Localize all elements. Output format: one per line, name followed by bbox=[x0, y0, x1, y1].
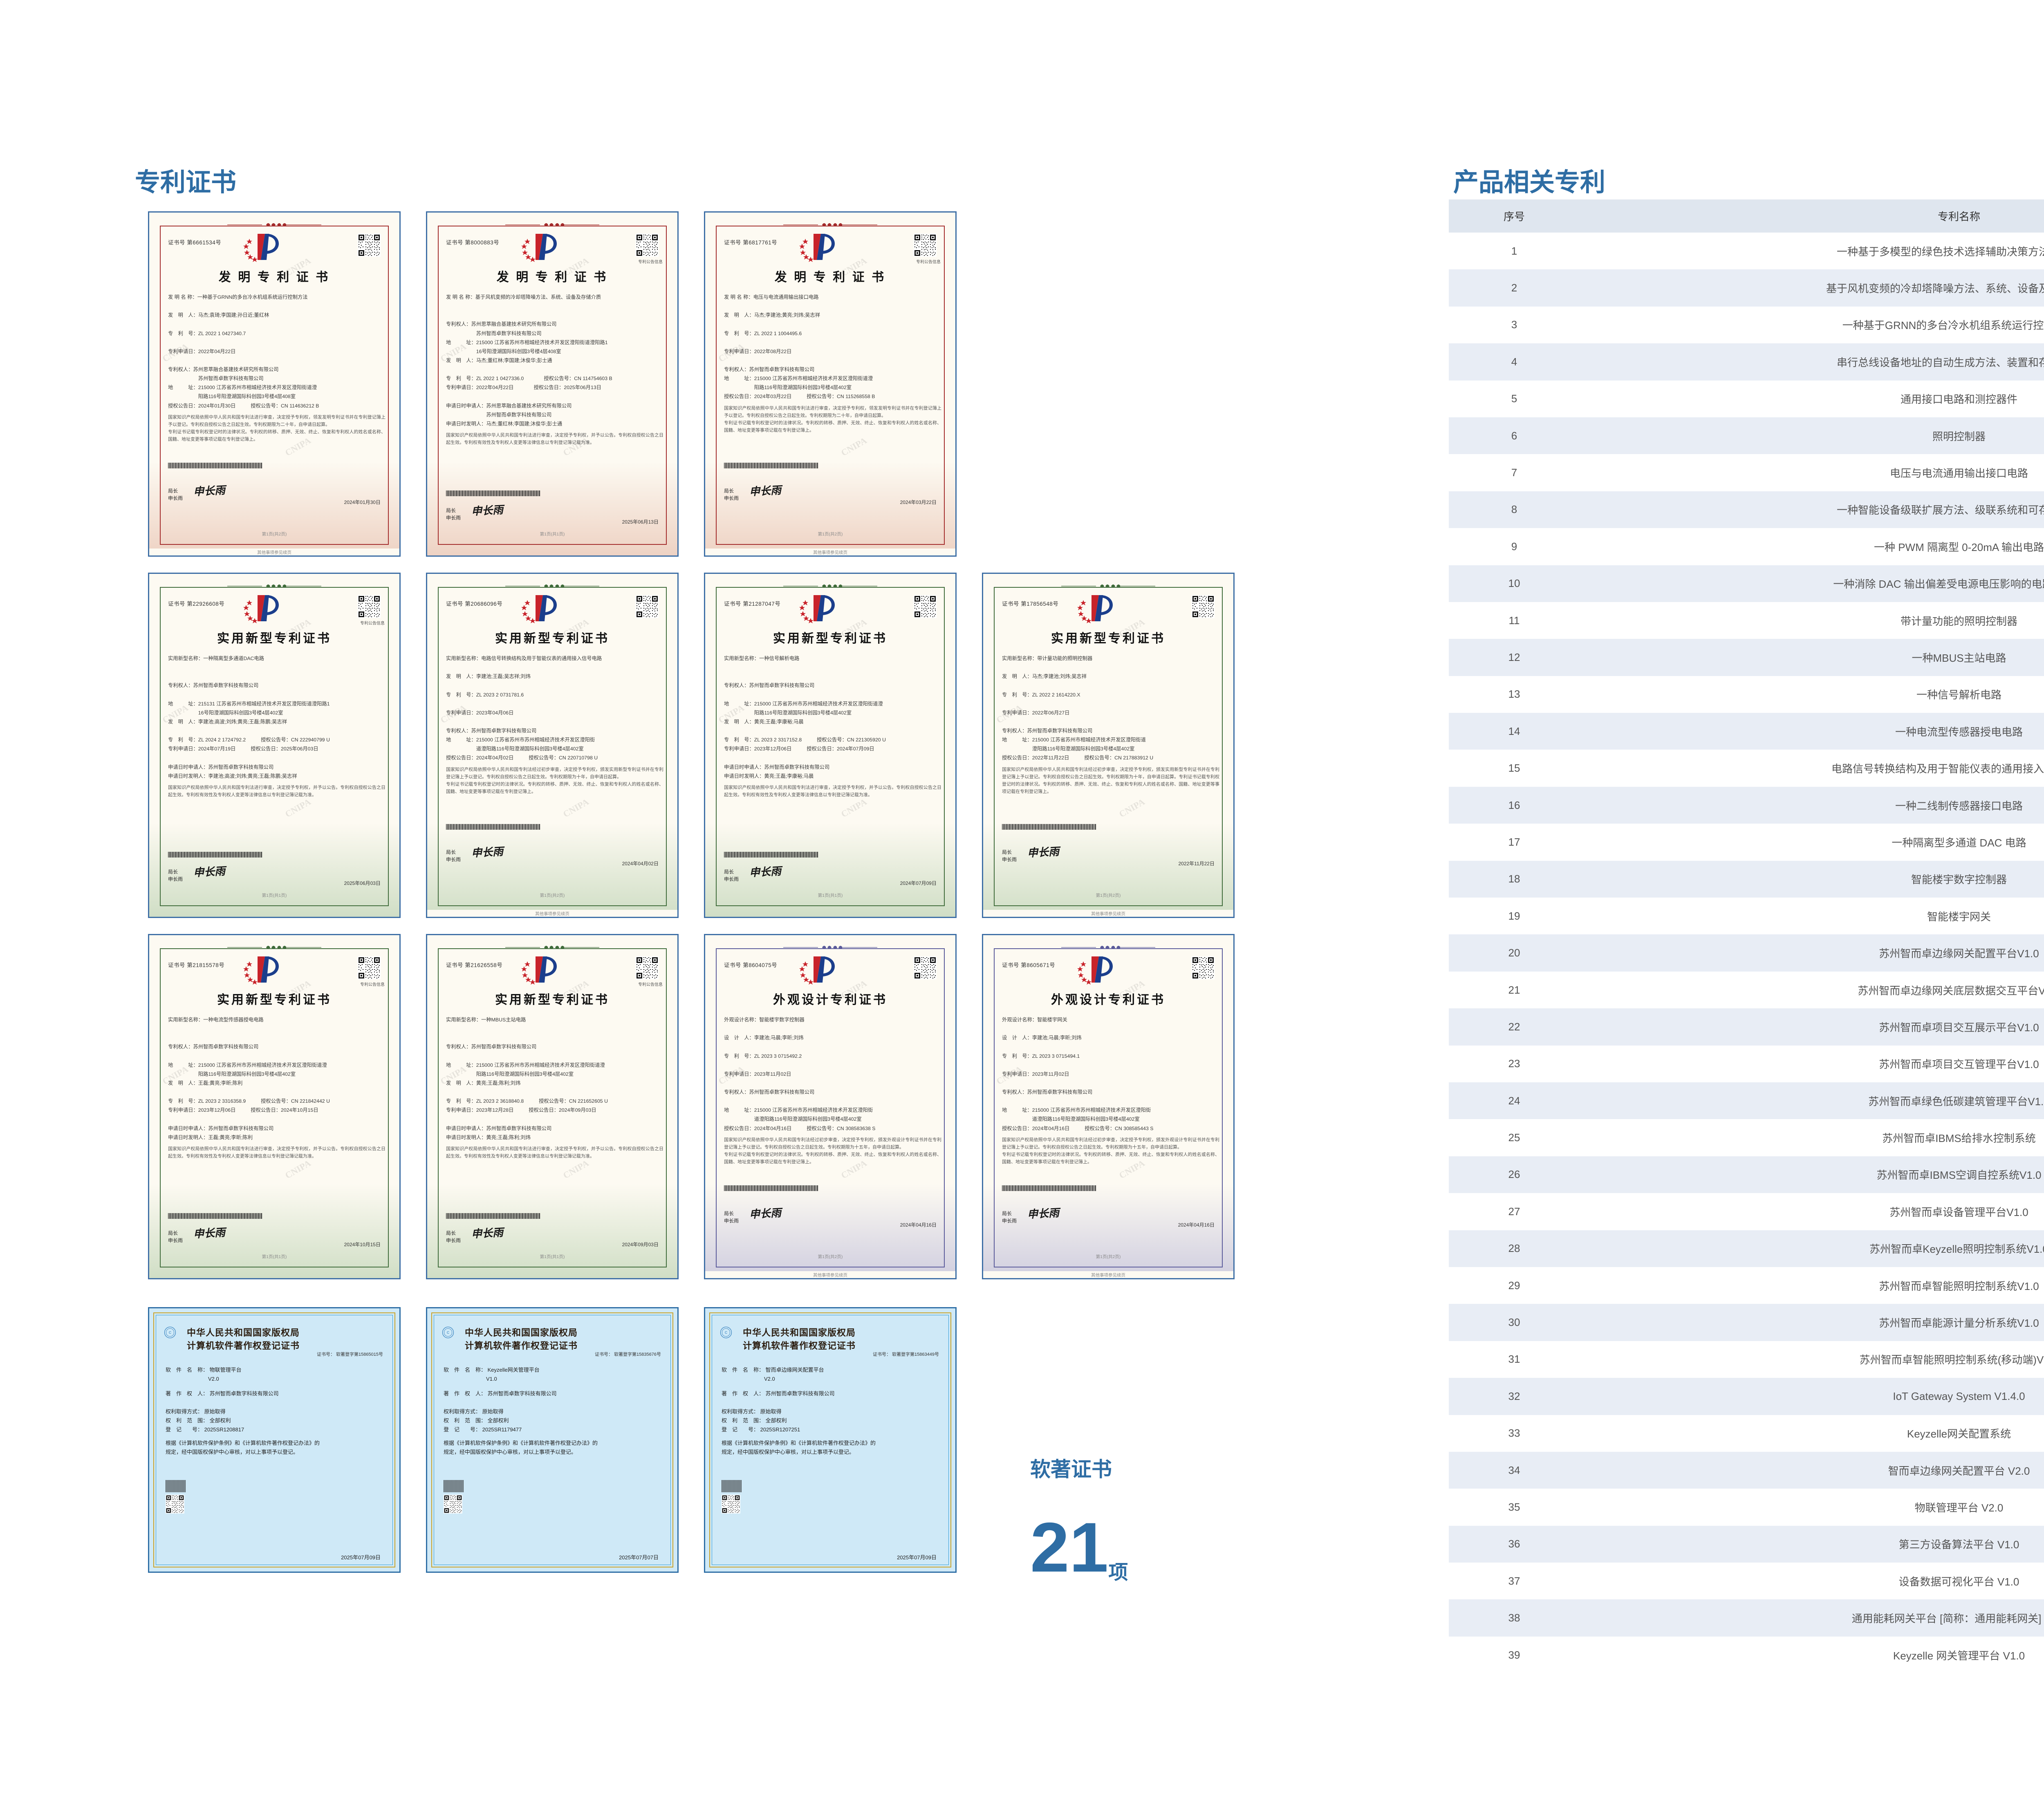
svg-text:C: C bbox=[169, 1331, 171, 1335]
svg-text:C: C bbox=[447, 1331, 449, 1335]
svg-text:C: C bbox=[725, 1331, 727, 1335]
